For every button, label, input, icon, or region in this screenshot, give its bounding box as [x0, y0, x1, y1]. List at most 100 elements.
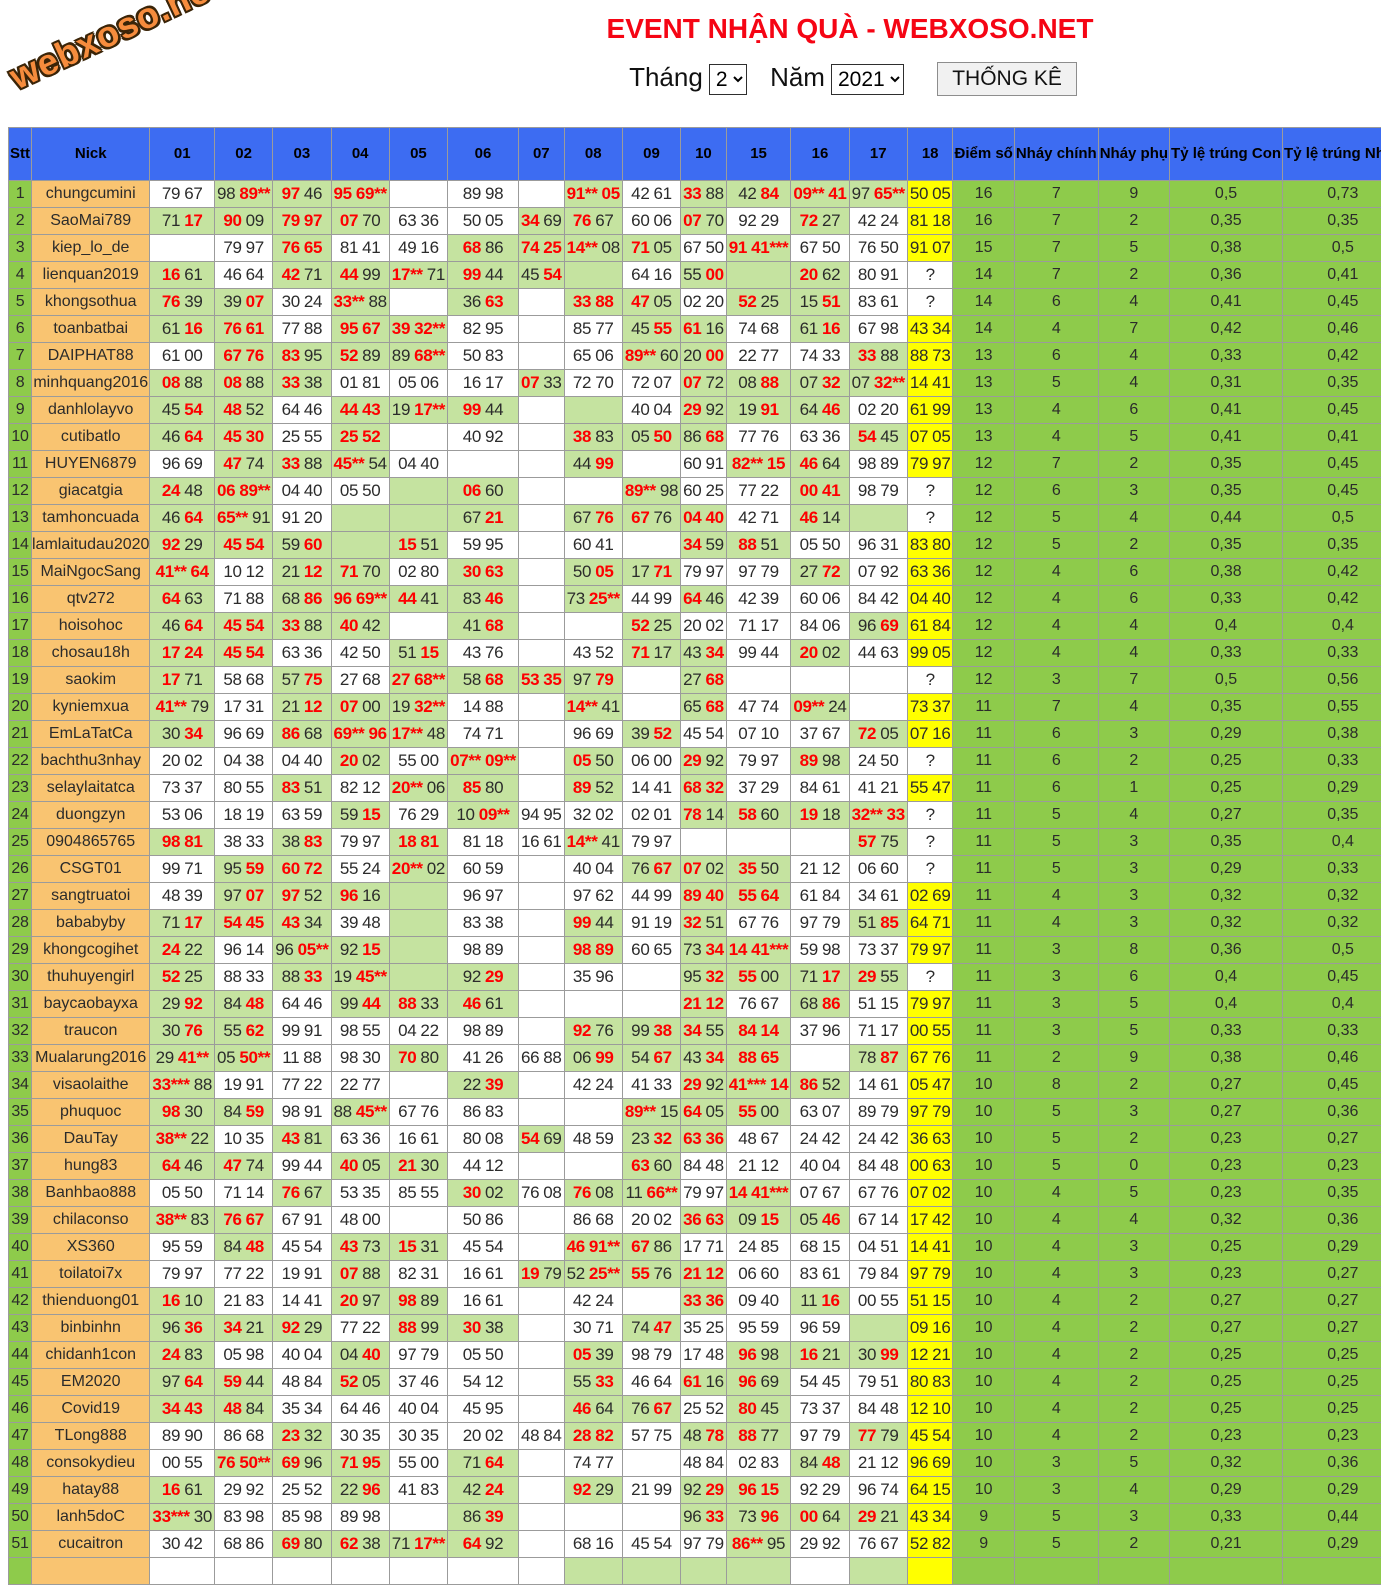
stt-cell: 32: [9, 1018, 32, 1045]
summary-cell: 2: [1098, 1315, 1169, 1342]
day-cell: 14**41: [564, 829, 622, 856]
summary-cell: 0: [1098, 1153, 1169, 1180]
nick-cell: toilatoi7x: [32, 1261, 150, 1288]
col-header-nick: Nick: [32, 128, 150, 181]
summary-cell: 0,23: [1170, 1153, 1283, 1180]
summary-cell: 9: [1098, 1045, 1169, 1072]
col-header-summary-1: Nháy chính: [1014, 128, 1098, 181]
summary-cell: 0,29: [1283, 1531, 1381, 1558]
stt-cell: 13: [9, 505, 32, 532]
nick-cell: khongsothua: [32, 289, 150, 316]
year-select[interactable]: 2021: [831, 64, 904, 95]
day-cell: [518, 1342, 564, 1369]
summary-cell: 3: [1098, 478, 1169, 505]
nick-cell: DAIPHAT88: [32, 343, 150, 370]
summary-cell: 2: [1098, 532, 1169, 559]
summary-cell: 0,27: [1170, 1072, 1283, 1099]
summary-cell: 4: [1014, 640, 1098, 667]
day-cell: 89**15: [622, 1099, 680, 1126]
day-cell: [518, 1315, 564, 1342]
summary-cell: 11: [953, 1018, 1014, 1045]
nick-cell: kyniemxua: [32, 694, 150, 721]
statistics-button[interactable]: THỐNG KÊ: [937, 62, 1077, 96]
day-cell: [389, 613, 447, 640]
summary-cell: 0,35: [1170, 532, 1283, 559]
day-cell: [389, 478, 447, 505]
summary-cell: 12: [953, 667, 1014, 694]
stt-cell: 41: [9, 1261, 32, 1288]
site-logo[interactable]: webxoso.net: [3, 0, 228, 98]
summary-cell: [953, 1558, 1014, 1585]
summary-cell: 0,33: [1170, 343, 1283, 370]
summary-cell: 0,23: [1170, 1126, 1283, 1153]
summary-cell: 0,29: [1170, 856, 1283, 883]
summary-cell: 0,38: [1170, 1045, 1283, 1072]
summary-cell: 5: [1098, 424, 1169, 451]
day-cell: [518, 775, 564, 802]
nick-cell: EM2020: [32, 1369, 150, 1396]
month-select[interactable]: 2: [709, 64, 747, 95]
summary-cell: 4: [1014, 316, 1098, 343]
summary-cell: 0,21: [1170, 1531, 1283, 1558]
day-cell: 33***30: [150, 1504, 215, 1531]
nick-cell: bachthu3nhay: [32, 748, 150, 775]
summary-cell: 2: [1098, 1396, 1169, 1423]
summary-cell: 4: [1014, 910, 1098, 937]
day-cell: [518, 721, 564, 748]
day-cell: [622, 451, 680, 478]
summary-cell: 0,29: [1283, 1234, 1381, 1261]
day-cell: [389, 1207, 447, 1234]
day-cell: [518, 1450, 564, 1477]
summary-cell: 3: [1014, 964, 1098, 991]
day-cell: [518, 397, 564, 424]
summary-cell: 0,23: [1170, 1423, 1283, 1450]
